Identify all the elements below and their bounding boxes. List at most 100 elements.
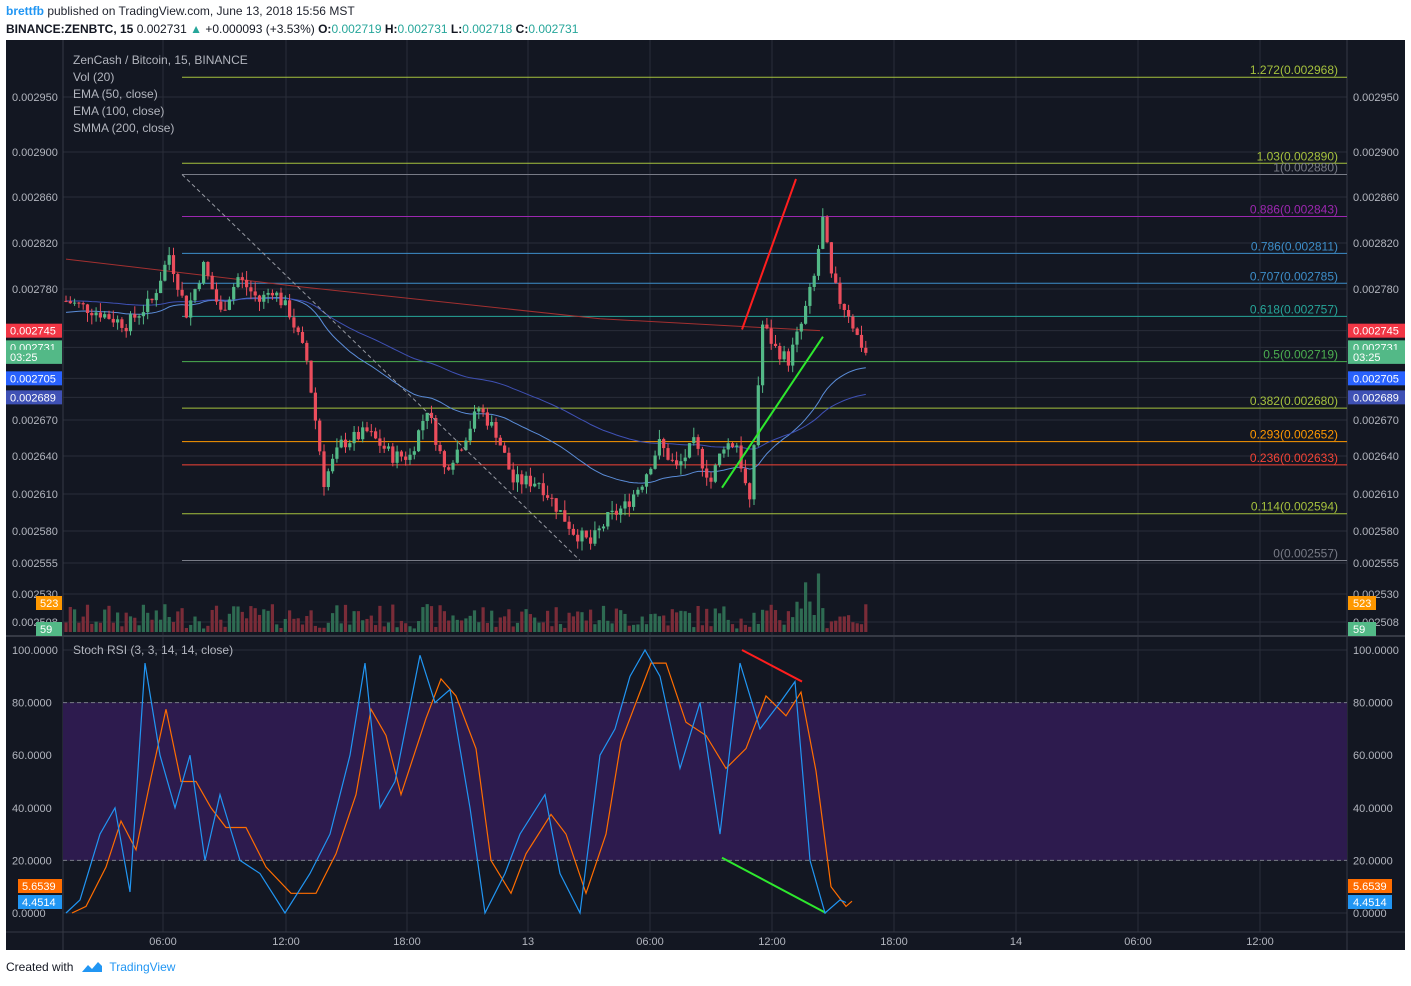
volume-bar [98,622,102,632]
high-label: H: [384,22,398,36]
candle-body [584,530,588,538]
volume-bar [128,616,133,632]
fib-trend-dashed-line [181,174,581,561]
volume-bar [644,624,649,632]
volume-bar [425,604,429,632]
volume-bar [391,604,395,632]
volume-bar [705,608,709,632]
volume-bar [546,610,550,632]
candle-body [855,328,859,335]
indicator-legend-3: SMMA (200, close) [73,121,174,135]
right-rsi-tick-3: 40.0000 [1353,803,1393,815]
left-rsi-tick-0: 100.0000 [12,645,58,657]
volume-bar [245,618,249,632]
candle-body [395,451,399,463]
time-tick-6: 18:00 [880,936,908,948]
volume-bar [692,627,696,632]
candle-body [842,303,846,311]
candle-body [283,300,287,306]
candle-body [189,300,193,318]
fib-label-6: 0.618(0.002757) [1250,302,1338,316]
volume-bar [640,616,644,632]
volume-bar [632,624,636,632]
volume-bar [567,612,571,632]
candle-body [550,497,554,499]
tradingview-logo-icon[interactable] [81,960,103,974]
volume-bar [137,625,141,632]
candle-body [141,312,145,317]
publisher-username[interactable]: brettfb [6,4,44,18]
candle-body [485,412,489,426]
left-rsi-tick-5: 0.0000 [12,908,46,920]
left-price-tag-2: 03:25 [10,352,38,364]
candle-body [662,439,666,449]
volume-bar [610,623,614,632]
candle-body [829,242,833,274]
volume-bar [326,622,330,632]
candle-body [184,295,188,318]
candle-body [812,275,816,287]
candle-body [786,351,790,366]
chart-title: ZenCash / Bitcoin, 15, BINANCE [73,53,248,67]
volume-bar [507,609,511,632]
candle-body [541,483,545,496]
candle-body [68,301,72,304]
volume-bar [343,604,348,632]
time-tick-1: 12:00 [272,936,300,948]
candle-body [735,445,739,447]
change-up-icon: ▲ [190,22,202,36]
volume-bar [150,619,154,632]
candle-body [116,319,120,323]
candle-body [619,508,623,515]
volume-bar [816,573,821,632]
indicator-legend-2: EMA (100, close) [73,104,164,118]
left-price-tag-bg-4 [6,390,62,405]
candle-body [412,451,416,455]
volume-bar [464,618,468,632]
volume-bar [593,624,597,632]
left-rsi-tick-1: 80.0000 [12,698,52,710]
right-price-tag-bg-4 [1348,390,1405,405]
left-price-tick-13: 0.002555 [12,558,58,570]
candle-body [644,474,649,487]
volume-bar [670,609,674,632]
volume-bar [743,624,747,632]
candle-body [98,312,102,318]
volume-bar [713,608,717,632]
fib-label-12: 0(0.002557) [1273,546,1338,560]
open-label: O: [318,22,332,36]
candle-body [700,448,704,469]
volume-bar [485,622,489,632]
volume-bar [825,628,829,632]
volume-bar [85,604,90,632]
volume-bar [236,606,240,632]
volume-bar [451,615,455,632]
volume-bar [528,614,532,632]
candle-body [687,443,692,458]
candle-body [442,451,446,468]
candle-body [425,412,429,421]
volume-bar [386,622,391,632]
volume-bar [348,624,352,632]
volume-bar [434,626,438,632]
candle-body [382,445,386,449]
footer: Created with TradingView [6,960,175,974]
right-price-tick-4: 0.002780 [1353,284,1399,296]
trading-chart[interactable]: 1.272(0.002968) 1.03(0.002890)1(0.002880)… [0,40,1411,952]
volume-bar [300,624,305,632]
volume-bar [223,626,227,632]
volume-bars [64,573,868,632]
candle-body [197,283,201,290]
candle-body [159,280,163,294]
time-tick-8: 06:00 [1124,936,1152,948]
tradingview-link[interactable]: TradingView [109,960,176,974]
volume-bar [378,605,382,632]
smma-200-line [65,258,821,332]
volume-bar [597,620,601,632]
volume-bar [494,626,498,632]
right-price-tick-3: 0.002820 [1353,238,1399,250]
time-tick-2: 18:00 [393,936,421,948]
candle-body [236,277,240,287]
volume-bar [726,619,730,632]
close-label: C: [515,22,529,36]
